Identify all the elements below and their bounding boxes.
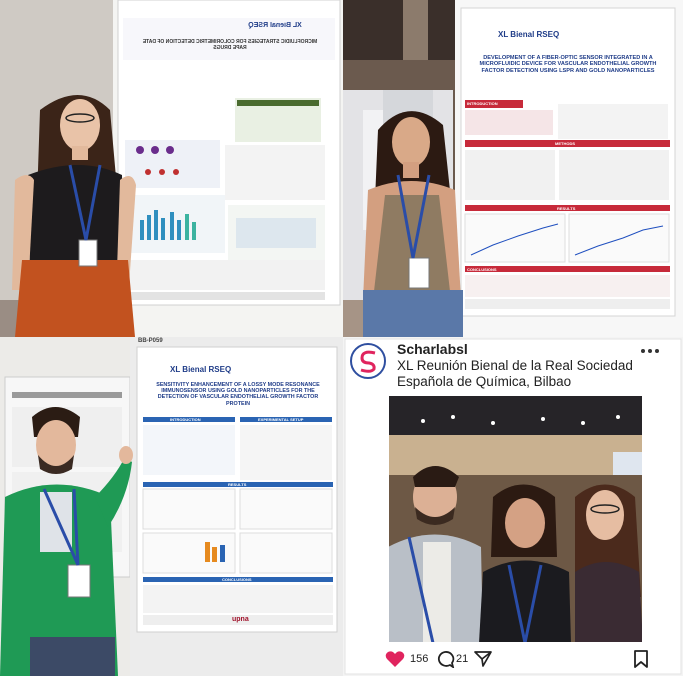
photo-bottom-left: BB-P059 XL Bienal RSEQ SENSITIVITY ENHAN… — [0, 337, 343, 676]
poster-logo-label: XL Bienal RSEQ — [498, 30, 560, 39]
section-methods: METHODS — [555, 141, 575, 146]
sponsor-logo: upna — [232, 616, 249, 623]
photo-top-right: XL Bienal RSEQ DEVELOPMENT OF A FIBER-OP… — [343, 0, 683, 337]
scene-top-left — [0, 0, 343, 337]
share-icon[interactable] — [473, 650, 493, 668]
bookmark-icon[interactable] — [633, 650, 649, 668]
post-caption-line1: XL Reunión Bienal de la Real Sociedad — [397, 358, 633, 373]
logo-icon — [350, 343, 386, 379]
likes-count: 156 — [410, 653, 429, 665]
photo-top-left: XL Bienal RSEQ MICROFLUIDIC STRATEGIES F… — [0, 0, 343, 337]
section-introduction: INTRODUCTION — [170, 417, 201, 422]
poster-logo-label: XL Bienal RSEQ — [170, 365, 232, 374]
post-header: Scharlabsl XL Reunión Bienal de la Real … — [343, 337, 683, 409]
section-introduction: INTRODUCTION — [467, 101, 498, 106]
comment-icon[interactable] — [435, 650, 455, 668]
scene-bottom-left — [0, 337, 343, 676]
section-results: RESULTS — [228, 482, 247, 487]
section-results: RESULTS — [557, 206, 576, 211]
board-number: BB-P059 — [138, 338, 163, 344]
comments-count: 21 — [456, 653, 469, 665]
section-conclusions: CONCLUSIONS — [222, 577, 252, 582]
post-caption-line2: Española de Química, Bilbao — [397, 374, 572, 389]
scene-bottom-right — [343, 337, 683, 676]
scene-top-right — [343, 0, 683, 337]
account-name[interactable]: Scharlabsl — [397, 341, 468, 357]
section-conclusions: CONCLUSIONS — [467, 267, 497, 272]
poster-title: DEVELOPMENT OF A FIBER-OPTIC SENSOR INTE… — [479, 55, 657, 74]
poster-logo-label: XL Bienal RSEQ — [248, 22, 302, 29]
section-experimental-setup: EXPERIMENTAL SETUP — [258, 417, 304, 422]
social-post-frame: Scharlabsl XL Reunión Bienal de la Real … — [343, 337, 683, 676]
more-icon[interactable] — [640, 347, 660, 355]
poster-title: SENSITIVITY ENHANCEMENT OF A LOSSY MODE … — [156, 382, 320, 407]
poster-title: MICROFLUIDIC STRATEGIES FOR COLORIMETRIC… — [142, 39, 318, 51]
heart-icon[interactable] — [385, 650, 405, 668]
